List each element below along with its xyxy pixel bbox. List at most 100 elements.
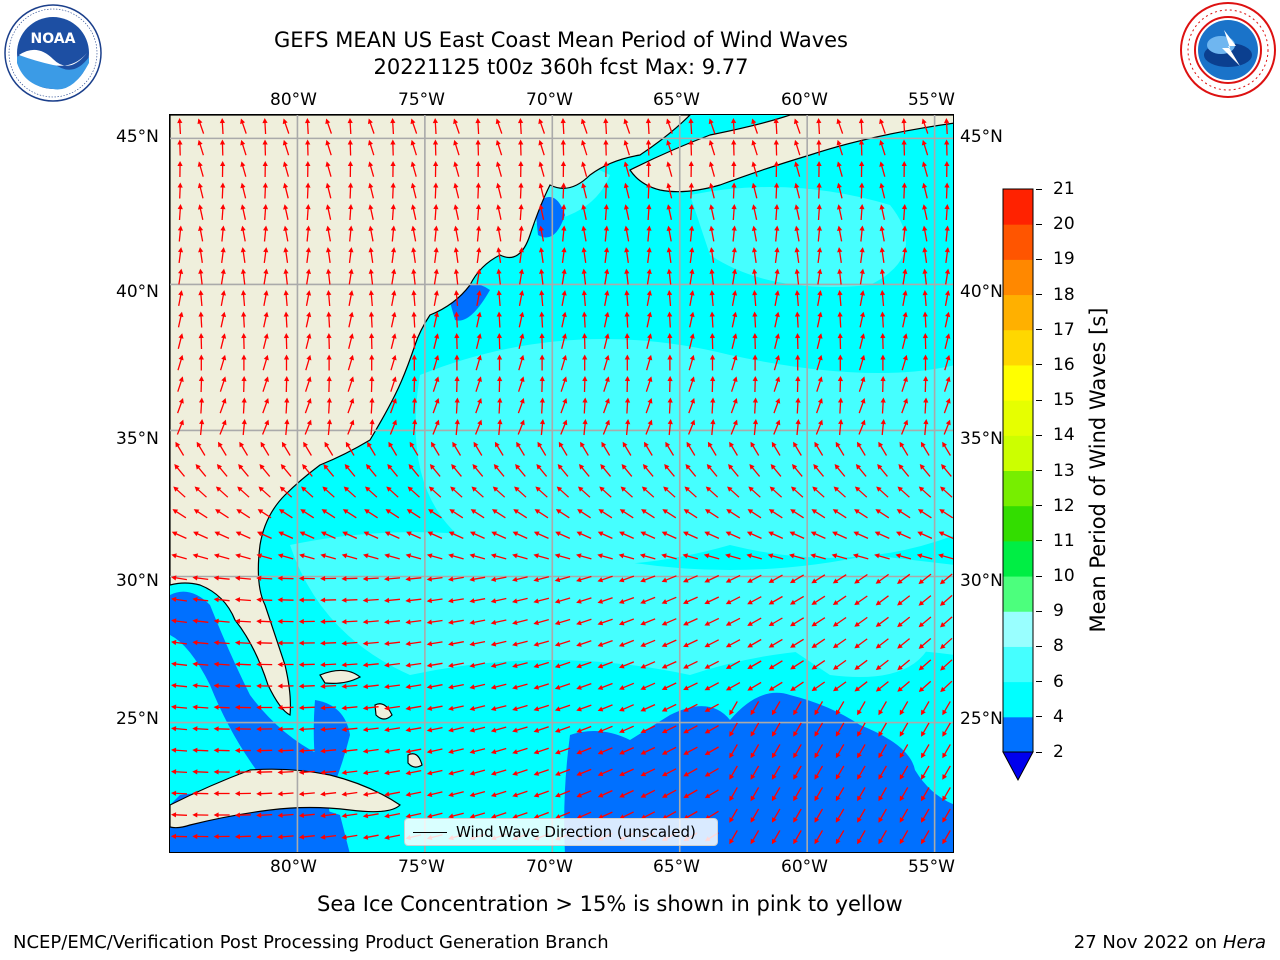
wind-wave-arrow-head bbox=[704, 771, 711, 777]
wind-wave-arrow-head bbox=[874, 531, 881, 537]
wind-wave-arrow-head bbox=[196, 441, 202, 448]
wind-wave-arrow-head bbox=[661, 599, 668, 604]
wind-wave-arrow-head bbox=[835, 731, 841, 737]
wind-wave-arrow-head bbox=[708, 118, 714, 125]
wind-wave-arrow-head bbox=[369, 397, 375, 403]
wind-wave-arrow-head bbox=[793, 795, 798, 802]
wind-wave-arrow-head bbox=[664, 464, 670, 470]
wind-wave-arrow-head bbox=[257, 509, 264, 514]
wind-wave-arrow-head bbox=[234, 790, 240, 797]
wind-wave-arrow-head bbox=[220, 290, 226, 296]
wind-wave-arrow-head bbox=[895, 531, 902, 537]
lon-label: 70°W bbox=[526, 90, 573, 110]
wind-wave-arrow-head bbox=[836, 204, 843, 210]
colorbar-tick-label: 20 bbox=[1053, 214, 1075, 235]
wind-wave-arrow-head bbox=[732, 376, 738, 382]
wind-wave-arrow-head bbox=[490, 770, 497, 776]
wind-wave-arrow-head bbox=[794, 139, 799, 146]
wind-wave-arrow-head bbox=[240, 247, 246, 253]
colorbar-tick-label: 6 bbox=[1053, 671, 1064, 692]
wind-wave-arrow-head bbox=[682, 553, 689, 559]
wind-wave-arrow-head bbox=[305, 225, 311, 231]
wind-wave-arrow-head bbox=[263, 268, 269, 274]
wind-wave-arrow-head bbox=[192, 790, 198, 796]
wind-wave-arrow-head bbox=[790, 642, 796, 648]
wind-wave-arrow-head bbox=[683, 642, 689, 648]
wind-wave-arrow-head bbox=[391, 376, 397, 382]
wind-wave-arrow-head bbox=[600, 464, 606, 470]
wind-wave-arrow-head bbox=[454, 419, 460, 425]
wind-wave-arrow-head bbox=[496, 247, 502, 253]
wind-wave-arrow-head bbox=[642, 464, 649, 470]
nws-logo bbox=[1176, 0, 1280, 104]
wind-wave-arrow-head bbox=[390, 118, 396, 124]
wind-wave-arrow-head bbox=[752, 419, 759, 425]
wind-wave-arrow-head bbox=[322, 486, 328, 492]
wind-wave-arrow-head bbox=[832, 600, 839, 606]
wind-wave-arrow-head bbox=[519, 419, 525, 426]
wind-wave-arrow-head bbox=[899, 709, 905, 716]
wind-wave-arrow-head bbox=[454, 376, 460, 382]
wind-wave-arrow-head bbox=[661, 553, 667, 559]
wind-wave-arrow-head bbox=[855, 464, 862, 470]
wind-wave-arrow-head bbox=[922, 204, 928, 210]
wind-wave-arrow-head bbox=[624, 397, 631, 403]
wind-wave-arrow-head bbox=[453, 182, 459, 189]
wind-wave-arrow-head bbox=[688, 204, 695, 210]
wind-wave-arrow-head bbox=[880, 397, 886, 403]
wind-wave-arrow-head bbox=[298, 618, 304, 625]
wind-wave-arrow-head bbox=[410, 204, 417, 210]
wind-wave-arrow-head bbox=[391, 290, 397, 296]
wind-wave-arrow-head bbox=[880, 419, 886, 425]
footer-credit: NCEP/EMC/Verification Post Processing Pr… bbox=[13, 932, 609, 953]
wind-wave-arrow-head bbox=[899, 795, 905, 802]
wind-wave-arrow-head bbox=[405, 813, 411, 819]
wind-wave-arrow-head bbox=[320, 748, 326, 754]
wind-wave-arrow-head bbox=[837, 333, 843, 339]
wind-wave-arrow-head bbox=[284, 397, 290, 403]
wind-wave-arrow-head bbox=[391, 333, 397, 339]
wind-wave-arrow-head bbox=[751, 225, 757, 232]
wind-wave-arrow-head bbox=[192, 769, 198, 775]
wind-wave-arrow-head bbox=[618, 598, 625, 604]
wind-wave-arrow-head bbox=[495, 161, 501, 167]
wind-wave-arrow-head bbox=[448, 641, 454, 647]
wind-wave-arrow-head bbox=[298, 597, 304, 603]
wind-wave-arrow-head bbox=[775, 398, 781, 404]
wind-wave-arrow-head bbox=[179, 419, 184, 426]
wind-wave-arrow-head bbox=[639, 553, 646, 559]
wind-wave-arrow-head bbox=[878, 441, 884, 448]
wind-wave-arrow-head bbox=[813, 464, 819, 470]
wind-wave-arrow-head bbox=[298, 748, 304, 754]
wind-wave-arrow-head bbox=[944, 247, 950, 253]
wind-wave-arrow-head bbox=[476, 354, 482, 361]
wind-wave-arrow-head bbox=[262, 161, 268, 167]
colorbar-segment bbox=[1003, 435, 1033, 471]
wind-wave-arrow-head bbox=[875, 578, 882, 584]
wind-wave-arrow-head bbox=[899, 752, 905, 759]
wind-wave-arrow-head bbox=[879, 118, 885, 125]
wind-wave-arrow-head bbox=[362, 770, 369, 776]
wind-wave-arrow-head bbox=[560, 118, 566, 124]
wind-wave-arrow-head bbox=[427, 531, 434, 537]
wind-wave-arrow-head bbox=[213, 769, 219, 775]
wind-wave-arrow-head bbox=[555, 814, 561, 819]
us-mainland bbox=[170, 115, 691, 716]
wind-wave-arrow-head bbox=[729, 838, 735, 845]
wind-wave-arrow-head bbox=[405, 684, 411, 690]
wind-wave-arrow-head bbox=[774, 225, 780, 231]
wind-wave-arrow-head bbox=[533, 727, 540, 733]
wind-wave-arrow-head bbox=[426, 619, 433, 625]
colorbar-tick-mark bbox=[1036, 364, 1042, 366]
wind-wave-arrow-head bbox=[178, 398, 184, 404]
wind-wave-arrow-head bbox=[554, 684, 561, 690]
wind-wave-arrow-head bbox=[940, 686, 946, 693]
wind-wave-arrow-head bbox=[367, 118, 373, 125]
wind-wave-arrow-head bbox=[434, 354, 440, 361]
wind-wave-arrow-head bbox=[538, 139, 544, 146]
wind-wave-arrow-head bbox=[811, 599, 818, 605]
wind-wave-arrow-head bbox=[178, 333, 184, 339]
wind-wave-arrow-head bbox=[277, 553, 284, 559]
wind-wave-arrow-head bbox=[298, 705, 304, 711]
wind-wave-arrow-head bbox=[347, 161, 354, 167]
